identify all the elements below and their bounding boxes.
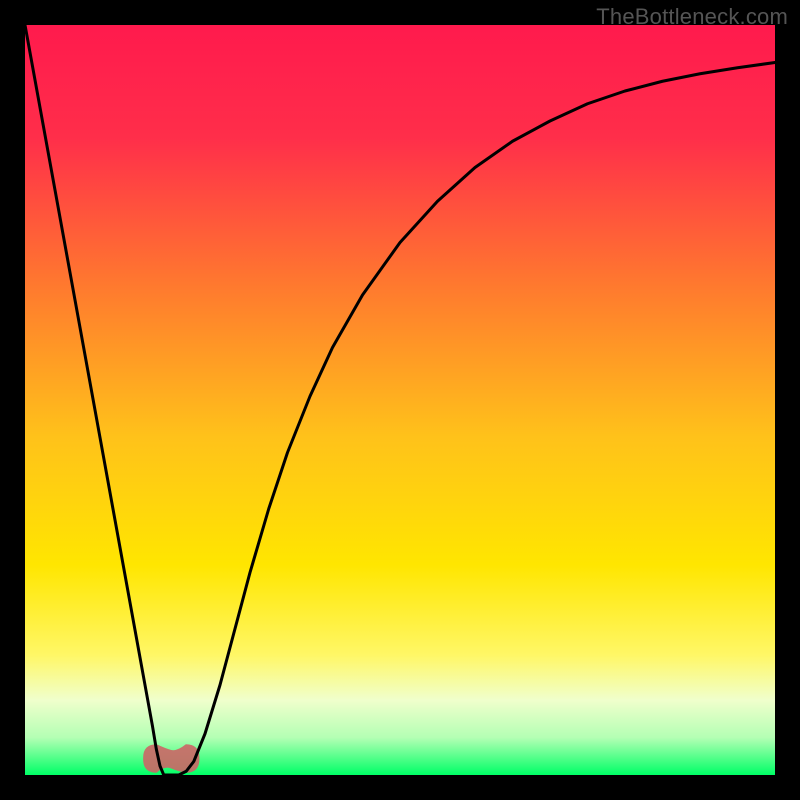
chart-background bbox=[25, 25, 775, 775]
chart-container: TheBottleneck.com bbox=[0, 0, 800, 800]
bottleneck-chart bbox=[0, 0, 800, 800]
watermark-text: TheBottleneck.com bbox=[596, 4, 788, 30]
